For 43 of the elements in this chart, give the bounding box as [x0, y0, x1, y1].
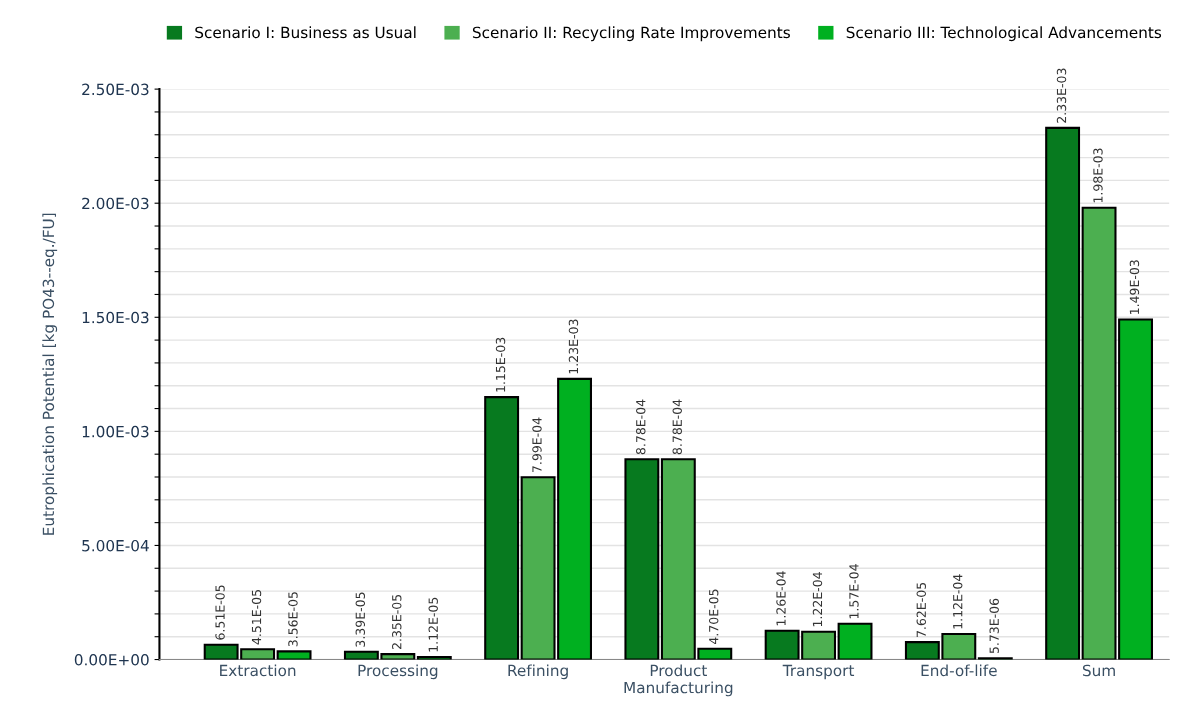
data-label: 1.57E-04 — [849, 564, 859, 619]
data-label: 8.78E-04 — [672, 399, 682, 455]
x-tick-label: End-of-life — [921, 664, 997, 677]
data-label: 6.51E-05 — [215, 585, 225, 640]
y-tick-label: 2.00E-03 — [82, 197, 149, 210]
y-tick-label: 1.00E-03 — [82, 425, 149, 438]
x-tick-label: Transport — [782, 664, 855, 680]
legend-label: Scenario I: Business as Usual — [195, 26, 416, 39]
data-label: 4.70E-05 — [708, 589, 719, 645]
data-label: 1.26E-04 — [776, 571, 786, 626]
data-label: 2.35E-05 — [392, 594, 402, 650]
data-label: 1.15E-03 — [495, 337, 506, 392]
legend-label: Scenario II: Recycling Rate Improvements — [472, 26, 790, 42]
x-tick-label: Extraction — [220, 664, 296, 677]
x-tick-label: Refining — [508, 664, 568, 680]
bar — [837, 622, 873, 660]
x-tick-label: Sum — [1082, 664, 1115, 677]
data-label: 5.73E-06 — [989, 598, 999, 654]
data-label: 1.22E-04 — [812, 572, 823, 627]
data-label: 1.23E-03 — [568, 319, 579, 374]
data-label: 1.49E-03 — [1129, 260, 1140, 315]
y-tick-label: 0.00E+00 — [74, 653, 149, 666]
bar — [1045, 126, 1081, 660]
x-tick-label: Processing — [358, 664, 438, 680]
data-label: 3.56E-05 — [288, 592, 298, 647]
bar — [624, 458, 660, 660]
bar — [276, 650, 312, 660]
data-label: 2.33E-03 — [1056, 68, 1067, 123]
y-tick-label: 2.50E-03 — [82, 83, 149, 96]
y-tick-label: 1.50E-03 — [82, 311, 149, 324]
y-tick-label: 5.00E-04 — [82, 539, 149, 552]
data-label: 7.62E-05 — [916, 582, 926, 637]
data-label: 4.51E-05 — [251, 590, 262, 645]
data-label: 3.39E-05 — [355, 592, 366, 647]
data-label: 1.12E-05 — [428, 597, 438, 652]
data-label: 1.12E-04 — [953, 574, 963, 629]
legend-label: Scenario III: Technological Advancements — [846, 26, 1162, 42]
data-label: 7.99E-04 — [532, 417, 542, 473]
y-axis-title: Eutrophication Potential [kg PO43--eq./FU] — [42, 213, 58, 535]
data-label: 1.98E-03 — [1093, 148, 1103, 203]
bar — [484, 396, 520, 660]
x-tick-label: Product Manufacturing — [624, 664, 733, 697]
data-label: 8.78E-04 — [636, 399, 646, 455]
